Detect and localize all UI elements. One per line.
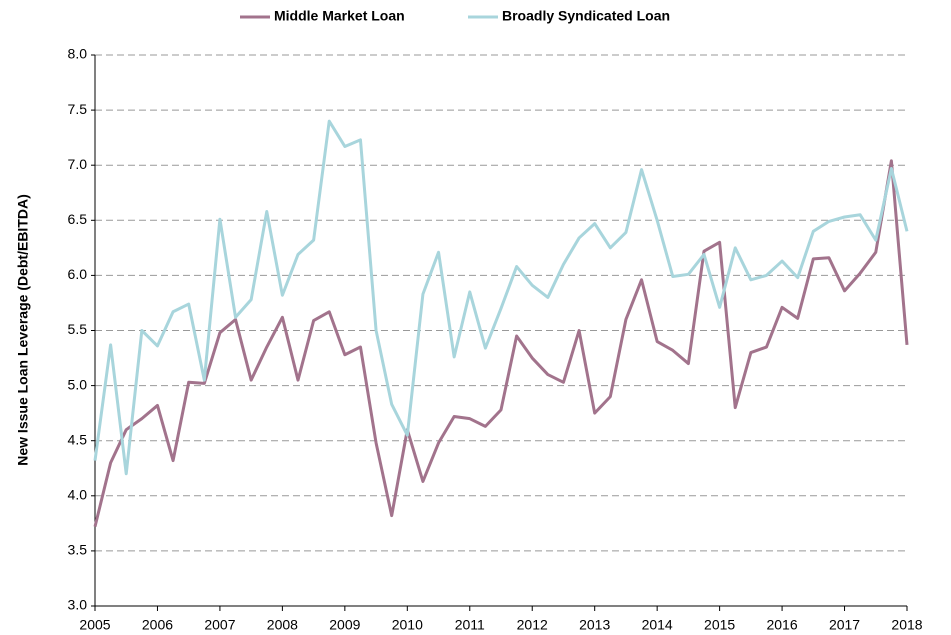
y-tick-label: 3.5 <box>68 542 88 558</box>
x-tick-label: 2007 <box>204 617 235 633</box>
legend-label: Middle Market Loan <box>274 8 405 24</box>
legend-label: Broadly Syndicated Loan <box>502 8 670 24</box>
y-tick-label: 8.0 <box>68 46 88 62</box>
series-line <box>93 119 909 476</box>
x-tick-label: 2009 <box>329 617 360 633</box>
series-line <box>93 159 909 528</box>
y-tick-label: 5.5 <box>68 321 88 337</box>
x-tick-label: 2013 <box>579 617 610 633</box>
x-tick-label: 2008 <box>267 617 298 633</box>
x-tick-label: 2010 <box>392 617 423 633</box>
y-axis-label: New Issue Loan Leverage (Debt/EBITDA) <box>15 194 31 466</box>
x-tick-label: 2016 <box>766 617 797 633</box>
x-tick-label: 2012 <box>517 617 548 633</box>
x-tick-label: 2017 <box>829 617 860 633</box>
y-tick-label: 6.0 <box>68 266 88 282</box>
x-tick-label: 2018 <box>891 617 922 633</box>
y-tick-label: 7.0 <box>68 156 88 172</box>
y-tick-label: 3.0 <box>68 597 88 613</box>
y-tick-label: 7.5 <box>68 101 88 117</box>
x-tick-label: 2005 <box>79 617 110 633</box>
x-tick-label: 2011 <box>455 617 485 633</box>
y-tick-label: 6.5 <box>68 211 88 227</box>
y-tick-label: 4.0 <box>68 487 88 503</box>
x-tick-label: 2015 <box>704 617 735 633</box>
x-tick-label: 2006 <box>142 617 173 633</box>
y-tick-label: 5.0 <box>68 376 88 392</box>
y-tick-label: 4.5 <box>68 431 88 447</box>
x-tick-label: 2014 <box>642 617 673 633</box>
